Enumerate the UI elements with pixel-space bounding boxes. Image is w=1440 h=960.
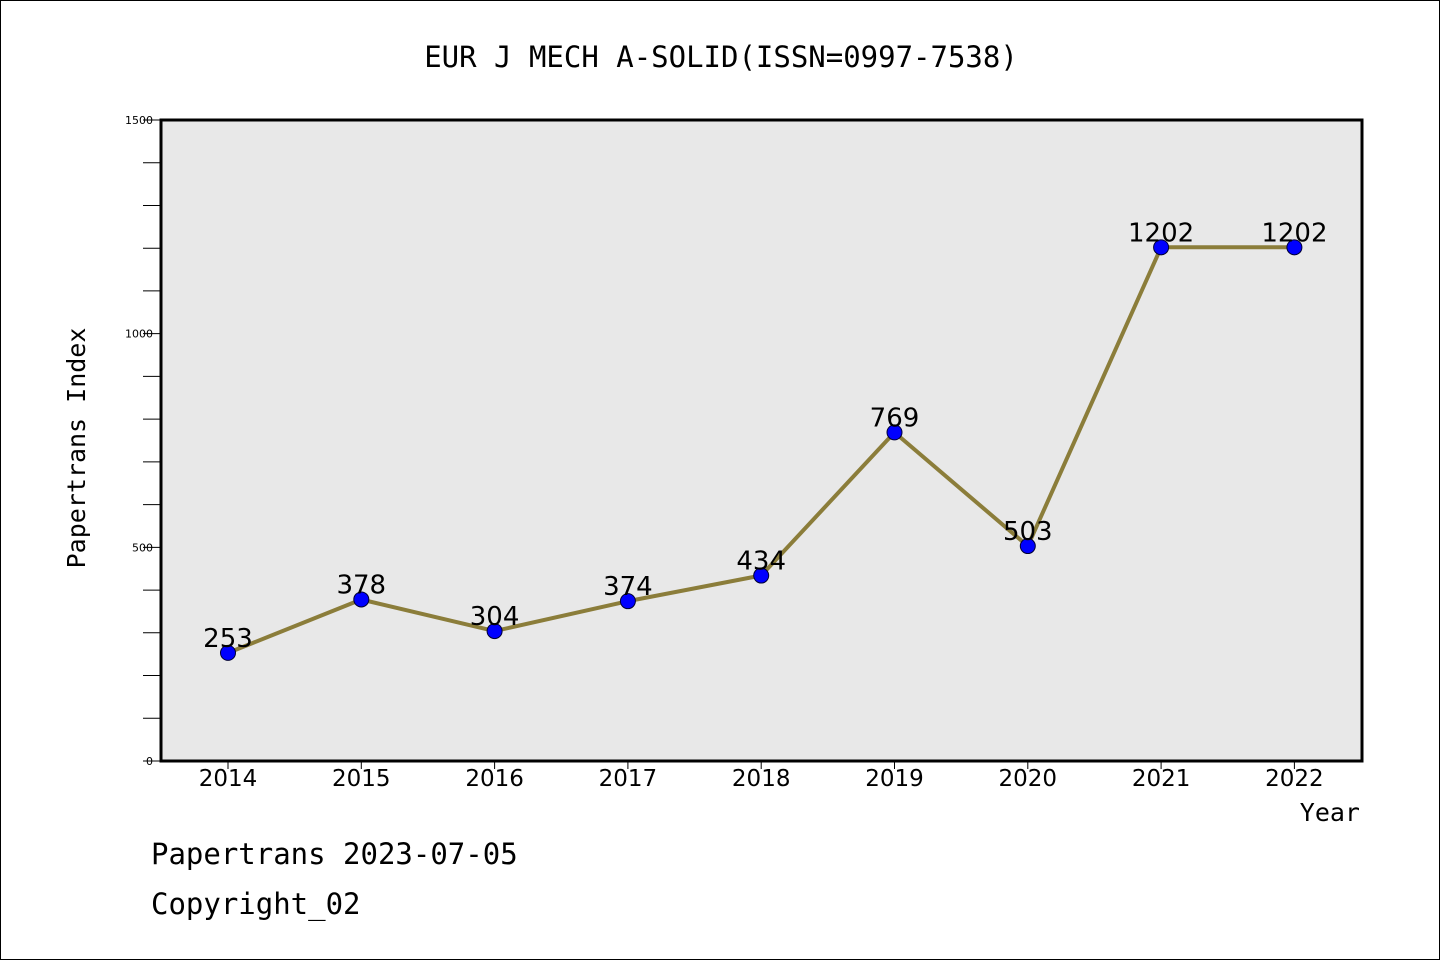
y-tick-label: 500 bbox=[132, 541, 153, 554]
x-tick-label: 2021 bbox=[1132, 766, 1191, 792]
data-markers bbox=[220, 239, 1303, 661]
x-tick-label: 2016 bbox=[465, 766, 524, 792]
data-label: 1202 bbox=[1261, 218, 1327, 248]
y-tick-label: 0 bbox=[146, 755, 153, 768]
x-axis: 2014 2015 2016 2017 2018 2019 2020 2021 2022 bbox=[199, 761, 1324, 792]
data-label: 769 bbox=[870, 403, 920, 433]
data-point bbox=[220, 644, 236, 661]
data-label: 253 bbox=[203, 624, 253, 654]
data-label: 304 bbox=[470, 602, 520, 632]
footer-copyright-text: Copyright_02 bbox=[151, 887, 361, 921]
data-label: 1202 bbox=[1128, 218, 1194, 248]
x-tick-label: 2015 bbox=[332, 766, 391, 792]
chart-title: EUR J MECH A-SOLID(ISSN=0997-7538) bbox=[424, 40, 1018, 74]
y-axis: 0 500 1000 1500 bbox=[125, 114, 161, 768]
x-tick-label: 2017 bbox=[599, 766, 658, 792]
data-point bbox=[353, 591, 370, 608]
plot-border bbox=[159, 118, 1364, 763]
data-label: 434 bbox=[736, 547, 786, 577]
x-tick-label: 2018 bbox=[732, 766, 791, 792]
footer-date-text: Papertrans 2023-07-05 bbox=[151, 837, 518, 871]
data-point bbox=[1019, 538, 1036, 555]
data-label: 503 bbox=[1003, 517, 1053, 547]
data-point bbox=[1153, 239, 1170, 256]
x-tick-label: 2014 bbox=[199, 766, 258, 792]
data-label: 378 bbox=[336, 570, 386, 600]
y-tick-label: 1500 bbox=[125, 114, 153, 127]
data-point bbox=[886, 424, 903, 441]
x-tick-label: 2020 bbox=[999, 766, 1058, 792]
x-tick-label: 2019 bbox=[865, 766, 924, 792]
x-tick-label: 2022 bbox=[1265, 766, 1324, 792]
y-tick-label: 1000 bbox=[125, 328, 153, 341]
data-point bbox=[753, 567, 770, 584]
data-labels: 253 378 304 374 434 769 503 1202 1202 bbox=[203, 218, 1327, 654]
data-label: 374 bbox=[603, 572, 653, 602]
data-point bbox=[619, 593, 636, 610]
plot-area bbox=[161, 120, 1362, 761]
data-point bbox=[1286, 239, 1303, 256]
y-axis-label: Papertrans Index bbox=[62, 328, 91, 569]
x-axis-label: Year bbox=[1300, 798, 1360, 827]
data-point bbox=[486, 623, 503, 640]
